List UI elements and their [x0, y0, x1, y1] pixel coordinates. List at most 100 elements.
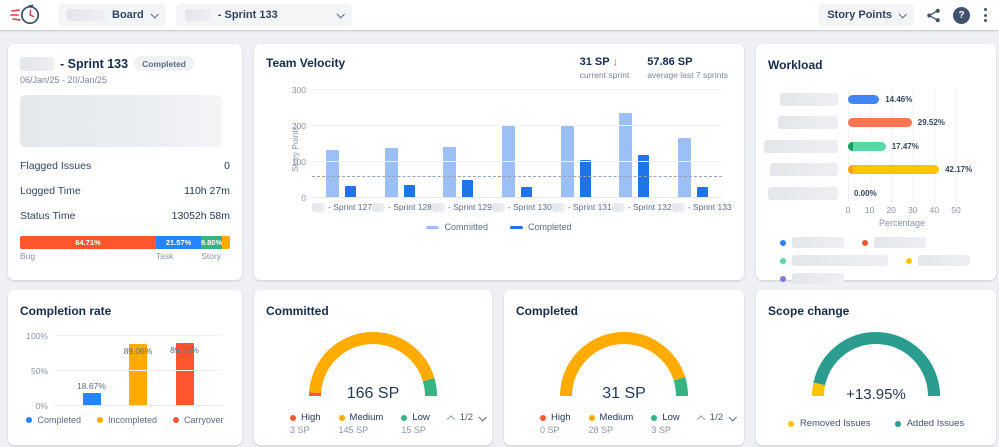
priority-name: Low	[412, 412, 430, 423]
completion-bar-value: 89.76%	[170, 345, 199, 356]
priority-medium: Medium 145 SP	[338, 412, 383, 435]
priority-value: 15 SP	[401, 425, 426, 435]
velocity-y-tick: 300	[291, 85, 306, 95]
pager-up-icon[interactable]	[696, 414, 706, 424]
priority-name-row: Medium	[338, 412, 383, 423]
legend-dot	[651, 414, 658, 421]
velocity-bar-committed	[443, 146, 457, 198]
legend-label: Carryover	[184, 415, 224, 425]
workload-legend-item[interactable]	[862, 237, 926, 248]
velocity-title: Team Velocity	[266, 56, 346, 70]
redacted-text	[371, 202, 385, 212]
priority-high: High 3 SP	[290, 412, 321, 435]
priority-name-row: Low	[651, 412, 680, 423]
priority-value: 3 SP	[651, 425, 671, 435]
redacted-board-name	[67, 9, 105, 21]
legend-item-removed-issues[interactable]: Removed Issues	[787, 418, 871, 429]
velocity-bar-completed	[696, 186, 708, 198]
priority-low: Low 15 SP	[401, 412, 430, 435]
workload-legend-item[interactable]	[780, 237, 844, 248]
workload-bar-value: 29.52%	[917, 118, 945, 127]
board-dropdown[interactable]: Board	[58, 4, 166, 26]
completion-bar-slot: 89.06%	[124, 336, 152, 406]
completion-bar-carryover	[175, 343, 194, 406]
priority-low: Low 3 SP	[651, 412, 680, 435]
legend-item-committed[interactable]: Committed	[426, 222, 488, 232]
legend-label: Completed	[527, 222, 572, 232]
stat-label: Status Time	[20, 210, 76, 222]
legend-dot	[401, 414, 408, 421]
issue-breakdown-chart: 64.71% 21.57% 9.80% Bug Task Story	[20, 236, 230, 263]
workload-gridline	[891, 90, 893, 202]
priority-value: 0 SP	[540, 425, 560, 435]
pager-down-icon[interactable]	[478, 412, 487, 422]
issue-breakdown-labels: Bug Task Story	[20, 251, 230, 263]
completion-bar-slot: 89.76%	[170, 336, 199, 406]
velocity-average-line	[312, 176, 722, 178]
velocity-gridline	[312, 197, 722, 198]
more-menu-button[interactable]	[982, 6, 989, 24]
redacted-text	[491, 202, 505, 212]
legend-dot	[290, 414, 296, 421]
help-button[interactable]: ?	[953, 6, 970, 24]
issue-segment-label: Bug	[20, 251, 36, 261]
workload-x-tick: 20	[886, 205, 896, 215]
legend-item-incompleted[interactable]: Incompleted	[96, 415, 158, 425]
workload-gridline	[956, 90, 957, 202]
scope-change-card: Scope change +13.95% Removed Issues Added…	[756, 290, 996, 445]
priority-name: High	[301, 412, 321, 423]
velocity-x-label: - Sprint 129	[431, 202, 492, 212]
help-icon: ?	[953, 6, 970, 24]
workload-card: Workload 14.46% 29.52% 17.47% 42.17% 0.00% 0…	[756, 44, 996, 284]
completion-y-tick: 100%	[26, 331, 48, 341]
legend-dot	[787, 420, 794, 427]
sprint-stat-row: Logged Time 110h 27m	[20, 185, 230, 197]
velocity-x-label: - Sprint 127	[312, 202, 372, 212]
legend-label: Added Issues	[906, 418, 965, 429]
pager-label: 1/2	[709, 412, 723, 423]
workload-legend-item[interactable]	[780, 273, 844, 284]
velocity-x-label: - Sprint 132	[611, 202, 672, 212]
unit-dropdown[interactable]: Story Points	[818, 4, 914, 26]
velocity-bar-group	[546, 90, 605, 198]
pager-down-icon[interactable]	[728, 412, 737, 422]
pager-up-icon[interactable]	[446, 414, 456, 424]
redacted-assignee-name	[780, 92, 838, 106]
priority-medium: Medium 28 SP	[588, 412, 633, 435]
redacted-sprint-prefix	[184, 9, 211, 21]
workload-x-tick: 10	[864, 205, 875, 215]
legend-dot	[338, 414, 345, 421]
sprint-dropdown-label: - Sprint 133	[217, 9, 278, 21]
completion-bars: 18.67% 89.06% 89.76%	[54, 336, 222, 406]
velocity-bar-completed	[462, 180, 474, 198]
workload-bar-value: 14.46%	[885, 94, 913, 104]
committed-gauge: 166 SP	[298, 322, 448, 404]
legend-item-completed[interactable]: Completed	[509, 222, 572, 232]
redacted-legend-label	[792, 255, 888, 266]
legend-dot	[894, 420, 901, 427]
legend-label: Incompleted	[107, 415, 158, 425]
priority-value: 28 SP	[588, 425, 614, 435]
velocity-x-label: - Sprint 130	[491, 202, 552, 212]
workload-bar	[848, 165, 940, 174]
workload-row: 0.00%	[768, 184, 956, 202]
legend-item-completed[interactable]: Completed	[26, 415, 81, 425]
stopwatch-icon	[10, 4, 40, 25]
legend-dot	[540, 414, 546, 421]
legend-item-added-issues[interactable]: Added Issues	[894, 418, 965, 429]
chevron-down-icon	[336, 10, 345, 19]
share-button[interactable]	[926, 8, 941, 23]
workload-x-tick: 50	[951, 205, 961, 215]
sprint-dropdown[interactable]: - Sprint 133	[175, 4, 352, 26]
workload-legend-item[interactable]	[906, 255, 970, 266]
completion-plot: 18.67% 89.06% 89.76% 0% 50% 100%	[26, 331, 222, 411]
workload-legend-item[interactable]	[780, 255, 888, 266]
completed-legend: High 0 SP Medium 28 SP Low 3 SP 1/2	[516, 412, 737, 435]
sprint-title: - Sprint 133	[60, 56, 129, 71]
pager-label: 1/2	[459, 412, 473, 423]
team-velocity-card: Team Velocity 31 SP ↓ current sprint 57.…	[254, 44, 744, 280]
issue-segment-label: Task	[155, 251, 174, 261]
legend-item-carryover[interactable]: Carryover	[173, 415, 224, 425]
completion-bar-incompleted	[129, 343, 147, 406]
